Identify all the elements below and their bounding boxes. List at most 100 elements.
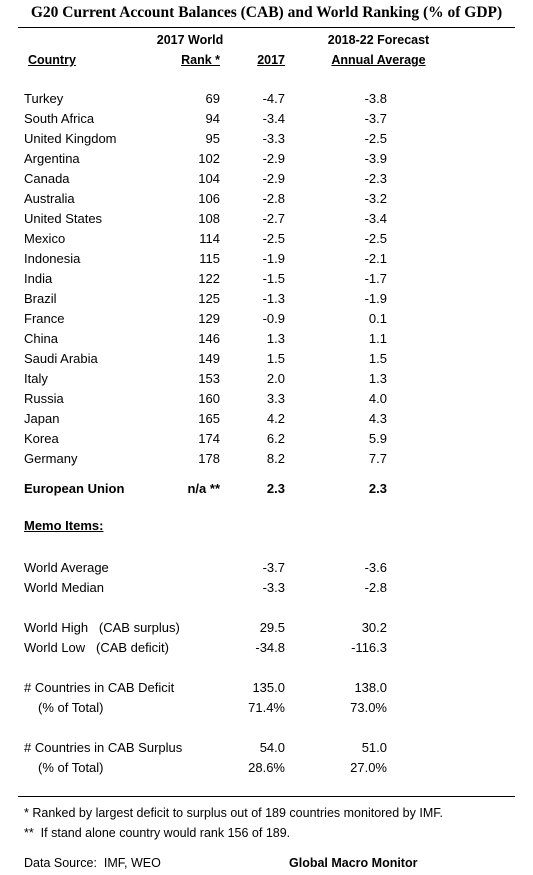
cab2017-cell: -4.7 [262,91,285,106]
rank-cell: 115 [199,251,220,266]
memo-cab2017: 29.5 [259,620,285,635]
rank-cell: 165 [198,411,220,426]
rank-cell: 114 [199,231,220,246]
rank-cell: 102 [198,151,220,166]
memo-label: World Median [24,580,104,595]
country-cell: Germany [24,451,78,466]
memo-forecast: -116.3 [351,640,387,655]
memo-cab2017: 135.0 [252,680,285,695]
country-cell: South Africa [24,111,95,126]
table-row: Australia 106 -2.8 -3.2 [0,189,533,209]
memo-cab2017: -34.8 [255,640,285,655]
country-cell: Italy [24,371,48,386]
memo-label: # Countries in CAB Deficit [24,680,175,695]
memo-forecast: 73.0% [350,700,387,715]
memo-cab2017: -3.3 [262,580,285,595]
country-cell: Mexico [24,231,66,246]
memo-row-surplus-pct: (% of Total) 28.6% 27.0% [0,758,533,778]
memo-label: World Low (CAB deficit) [24,640,169,655]
forecast-cell: -1.7 [364,271,387,286]
cab2017-cell: -1.5 [262,271,285,286]
rank-cell: 153 [198,371,220,386]
header-rank-line1: 2017 World [156,33,224,47]
forecast-cell: 7.7 [368,451,387,466]
rank-cell: 122 [198,271,220,286]
country-cell: Saudi Arabia [24,351,98,366]
memo-row-world-high: World High (CAB surplus) 29.5 30.2 [0,618,533,638]
memo-row-world-low: World Low (CAB deficit) -34.8 -116.3 [0,638,533,658]
forecast-cell: 1.3 [368,371,387,386]
memo-row-world-median: World Median -3.3 -2.8 [0,578,533,598]
forecast-cell: -2.5 [364,131,387,146]
table-row: China 146 1.3 1.1 [0,329,533,349]
memo-label: World High (CAB surplus) [24,620,180,635]
header-forecast-line2: Annual Average [331,53,426,67]
cab2017-cell: -3.3 [262,131,285,146]
country-cell: Korea [24,431,59,446]
memo-forecast: 30.2 [361,620,387,635]
memo-cab2017: 71.4% [248,700,285,715]
forecast-cell: -2.5 [364,231,387,246]
table-row: South Africa 94 -3.4 -3.7 [0,109,533,129]
table-row: Brazil 125 -1.3 -1.9 [0,289,533,309]
table-row: Mexico 114 -2.5 -2.5 [0,229,533,249]
table-row: Japan 165 4.2 4.3 [0,409,533,429]
country-cell: Russia [24,391,64,406]
cab2017-cell: 8.2 [266,451,285,466]
eu-cab2017: 2.3 [266,481,285,496]
forecast-cell: 1.1 [368,331,387,346]
footnote-1: * Ranked by largest deficit to surplus o… [24,806,443,820]
rank-cell: 69 [205,91,220,106]
memo-row-deficit-count: # Countries in CAB Deficit 135.0 138.0 [0,678,533,698]
table-row: France 129 -0.9 0.1 [0,309,533,329]
table-row: Germany 178 8.2 7.7 [0,449,533,469]
country-cell: Japan [24,411,60,426]
memo-forecast: 51.0 [361,740,387,755]
header-country: Country [28,53,76,67]
rank-cell: 129 [198,311,220,326]
data-source: Data Source: IMF, WEO [24,856,161,870]
country-cell: United States [24,211,103,226]
cab2017-cell: 2.0 [266,371,285,386]
cab2017-cell: -2.9 [262,151,285,166]
memo-cab2017: -3.7 [262,560,285,575]
rank-cell: 94 [205,111,220,126]
table-row: India 122 -1.5 -1.7 [0,269,533,289]
eu-row: European Union n/a ** 2.3 2.3 [0,479,533,499]
forecast-cell: -3.2 [364,191,387,206]
cab2017-cell: -1.3 [262,291,285,306]
cab2017-cell: -3.4 [262,111,285,126]
forecast-cell: -3.9 [364,151,387,166]
cab2017-cell: -1.9 [262,251,285,266]
memo-row-surplus-count: # Countries in CAB Surplus 54.0 51.0 [0,738,533,758]
cab2017-cell: 1.5 [266,351,285,366]
memo-forecast: -2.8 [364,580,387,595]
cab2017-cell: -0.9 [262,311,285,326]
footnote-2: ** If stand alone country would rank 156… [24,826,291,840]
country-cell: Australia [24,191,75,206]
cab2017-cell: -2.9 [262,171,285,186]
rank-cell: 146 [198,331,220,346]
header-rank-line2: Rank * [181,53,220,67]
memo-forecast: 138.0 [354,680,387,695]
memo-forecast: 27.0% [350,760,387,775]
memo-label: (% of Total) [38,760,104,775]
memo-label: World Average [24,560,109,575]
forecast-cell: -3.7 [364,111,387,126]
forecast-cell: -3.4 [364,211,387,226]
rank-cell: 108 [198,211,220,226]
memo-cab2017: 28.6% [248,760,285,775]
rank-cell: 178 [198,451,220,466]
rank-cell: 174 [198,431,220,446]
eu-forecast: 2.3 [368,481,387,496]
page-title: G20 Current Account Balances (CAB) and W… [30,4,503,21]
country-cell: India [24,271,53,286]
rank-cell: 160 [198,391,220,406]
country-cell: Brazil [24,291,57,306]
memo-cab2017: 54.0 [259,740,285,755]
rank-cell: 104 [198,171,220,186]
rank-cell: 106 [198,191,220,206]
header-forecast-line1: 2018-22 Forecast [327,33,430,47]
country-cell: France [24,311,65,326]
rank-cell: 149 [198,351,220,366]
